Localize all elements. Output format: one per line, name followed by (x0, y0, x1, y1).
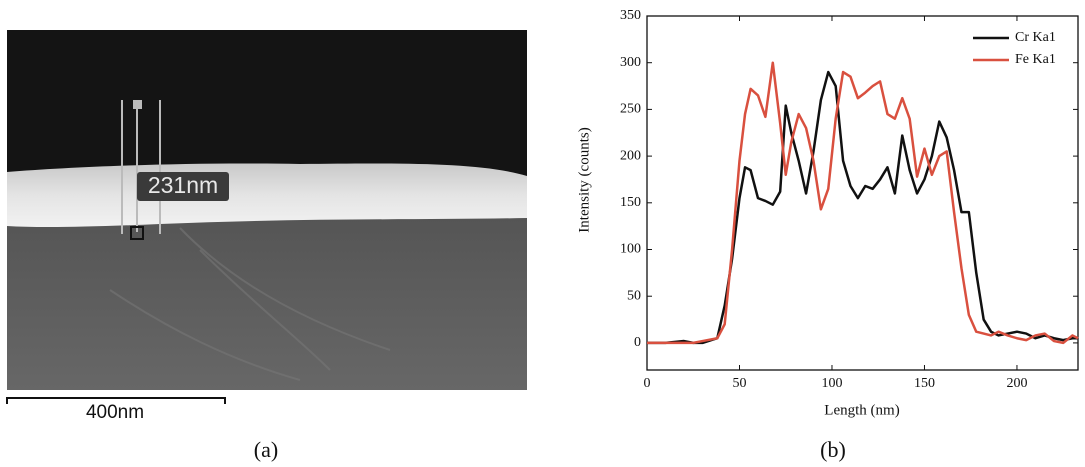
substrate (7, 218, 527, 390)
x-tick-label: 150 (914, 376, 935, 391)
caption: (a) (254, 437, 278, 462)
chart: Intensity (counts) Length (nm) (b) 0 50 10… (576, 8, 1079, 462)
measurement-label: 231nm (148, 172, 218, 198)
x-tick-label: 50 (732, 376, 746, 391)
y-tick-label: 300 (620, 55, 641, 70)
y-tick-label: 150 (620, 195, 641, 210)
data-line (647, 70, 1078, 345)
measure-handle (130, 226, 144, 240)
data-line (647, 61, 1079, 345)
y-tick-label: 200 (620, 148, 641, 163)
y-tick-label: 50 (627, 288, 641, 303)
y-tick-label: 250 (620, 102, 641, 117)
plot-frame (646, 15, 1079, 371)
substrate-streaks (109, 227, 391, 381)
x-tick-label: 100 (821, 376, 842, 391)
y-tick-label: 0 (634, 335, 641, 350)
y-axis-label: Intensity (counts) (576, 127, 592, 232)
y-tick-label: 350 (620, 8, 641, 23)
legend-label: Fe Ka1 (1015, 52, 1056, 67)
legend-label: Cr Ka1 (1015, 30, 1056, 45)
x-tick-label: 0 (644, 376, 651, 391)
micrograph: 231nm 400nm (a) (6, 30, 527, 462)
scale-bar (6, 397, 226, 404)
y-tick-label: 100 (620, 242, 641, 257)
film-layer (7, 163, 527, 228)
caption: (b) (820, 437, 846, 462)
scale-bar-label: 400nm (86, 402, 144, 423)
measure-handle (133, 100, 142, 109)
measurement-lines (121, 100, 161, 234)
x-tick-label: 200 (1006, 376, 1027, 391)
measurement-box (137, 172, 229, 201)
x-axis-label: Length (nm) (824, 402, 899, 418)
